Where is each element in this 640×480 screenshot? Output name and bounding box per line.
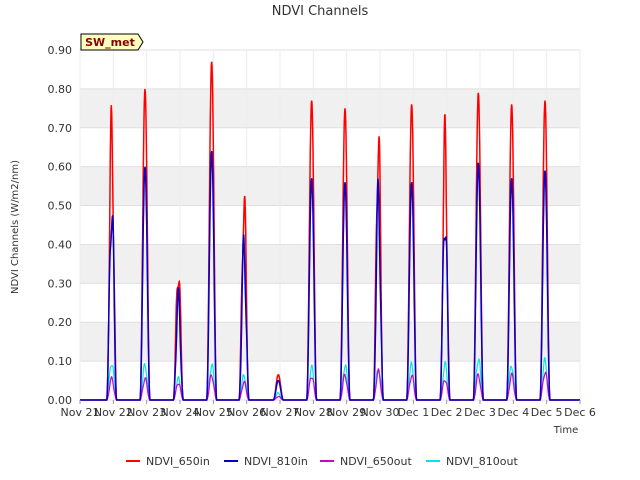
legend-label: NDVI_650out (340, 455, 412, 468)
band-4 (80, 205, 580, 245)
x-axis-label: Time (553, 425, 578, 436)
legend: NDVI_650in NDVI_810in NDVI_650out NDVI_810o… (126, 455, 518, 468)
y-tick-label: 0.60 (48, 161, 73, 174)
band-1 (80, 322, 580, 362)
legend-item-ndvi_650in: NDVI_650in (126, 455, 210, 468)
x-tick-label: Dec 1 (397, 406, 429, 419)
x-tick-label: Nov 21 (61, 406, 100, 419)
x-tick-label: Nov 26 (227, 406, 266, 419)
x-tick-label: Dec 3 (464, 406, 496, 419)
band-0 (80, 361, 580, 400)
y-tick-label: 0.10 (48, 355, 73, 368)
y-tick-label: 0.20 (48, 316, 73, 329)
y-tick-label: 0.70 (48, 122, 73, 135)
series-layer (80, 61, 580, 401)
x-tick-label: Nov 29 (327, 406, 366, 419)
y-axis-ticks: 0.00 0.10 0.20 0.30 0.40 0.50 0.60 0.70 0.80 0.90 (48, 44, 73, 407)
x-tick-label: Nov 24 (161, 406, 200, 419)
band-6 (80, 127, 580, 167)
badge-box (80, 33, 144, 51)
x-tick-label: Nov 22 (94, 406, 133, 419)
series-line-ndvi_810in (80, 150, 580, 401)
y-tick-label: 0.80 (48, 83, 73, 96)
x-tick-label: Dec 5 (531, 406, 563, 419)
y-tick-label: 0.50 (48, 200, 73, 213)
legend-item-ndvi_650out: NDVI_650out (320, 455, 412, 468)
band-7 (80, 88, 580, 128)
legend-label: NDVI_810in (244, 455, 308, 468)
sw-met-badge: SW_met (80, 33, 144, 51)
x-tick-label: Nov 25 (194, 406, 233, 419)
legend-label: NDVI_810out (446, 455, 518, 468)
x-tick-label: Dec 2 (431, 406, 463, 419)
band-2 (80, 283, 580, 323)
y-axis-label: NDVI Channels (W/m2/nm) (10, 160, 21, 294)
y-tick-label: 0.00 (48, 394, 73, 407)
x-tick-label: Nov 23 (127, 406, 166, 419)
legend-label: NDVI_650in (146, 455, 210, 468)
band-5 (80, 166, 580, 206)
background-bands (79, 49, 581, 401)
x-tick-label: Dec 4 (497, 406, 529, 419)
band-8 (80, 50, 580, 89)
x-tick-label: Nov 27 (261, 406, 300, 419)
band-3 (80, 244, 580, 284)
legend-item-ndvi_810in: NDVI_810in (224, 455, 308, 468)
x-tick-label: Dec 6 (564, 406, 596, 419)
legend-item-ndvi_810out: NDVI_810out (426, 455, 518, 468)
chart-title: NDVI Channels (272, 4, 369, 19)
y-tick-label: 0.30 (48, 277, 73, 290)
y-tick-label: 0.90 (48, 44, 73, 57)
badge-text: SW_met (85, 36, 135, 49)
x-tick-label: Nov 28 (294, 406, 333, 419)
y-tick-label: 0.40 (48, 238, 73, 251)
x-tick-label: Nov 30 (361, 406, 400, 419)
